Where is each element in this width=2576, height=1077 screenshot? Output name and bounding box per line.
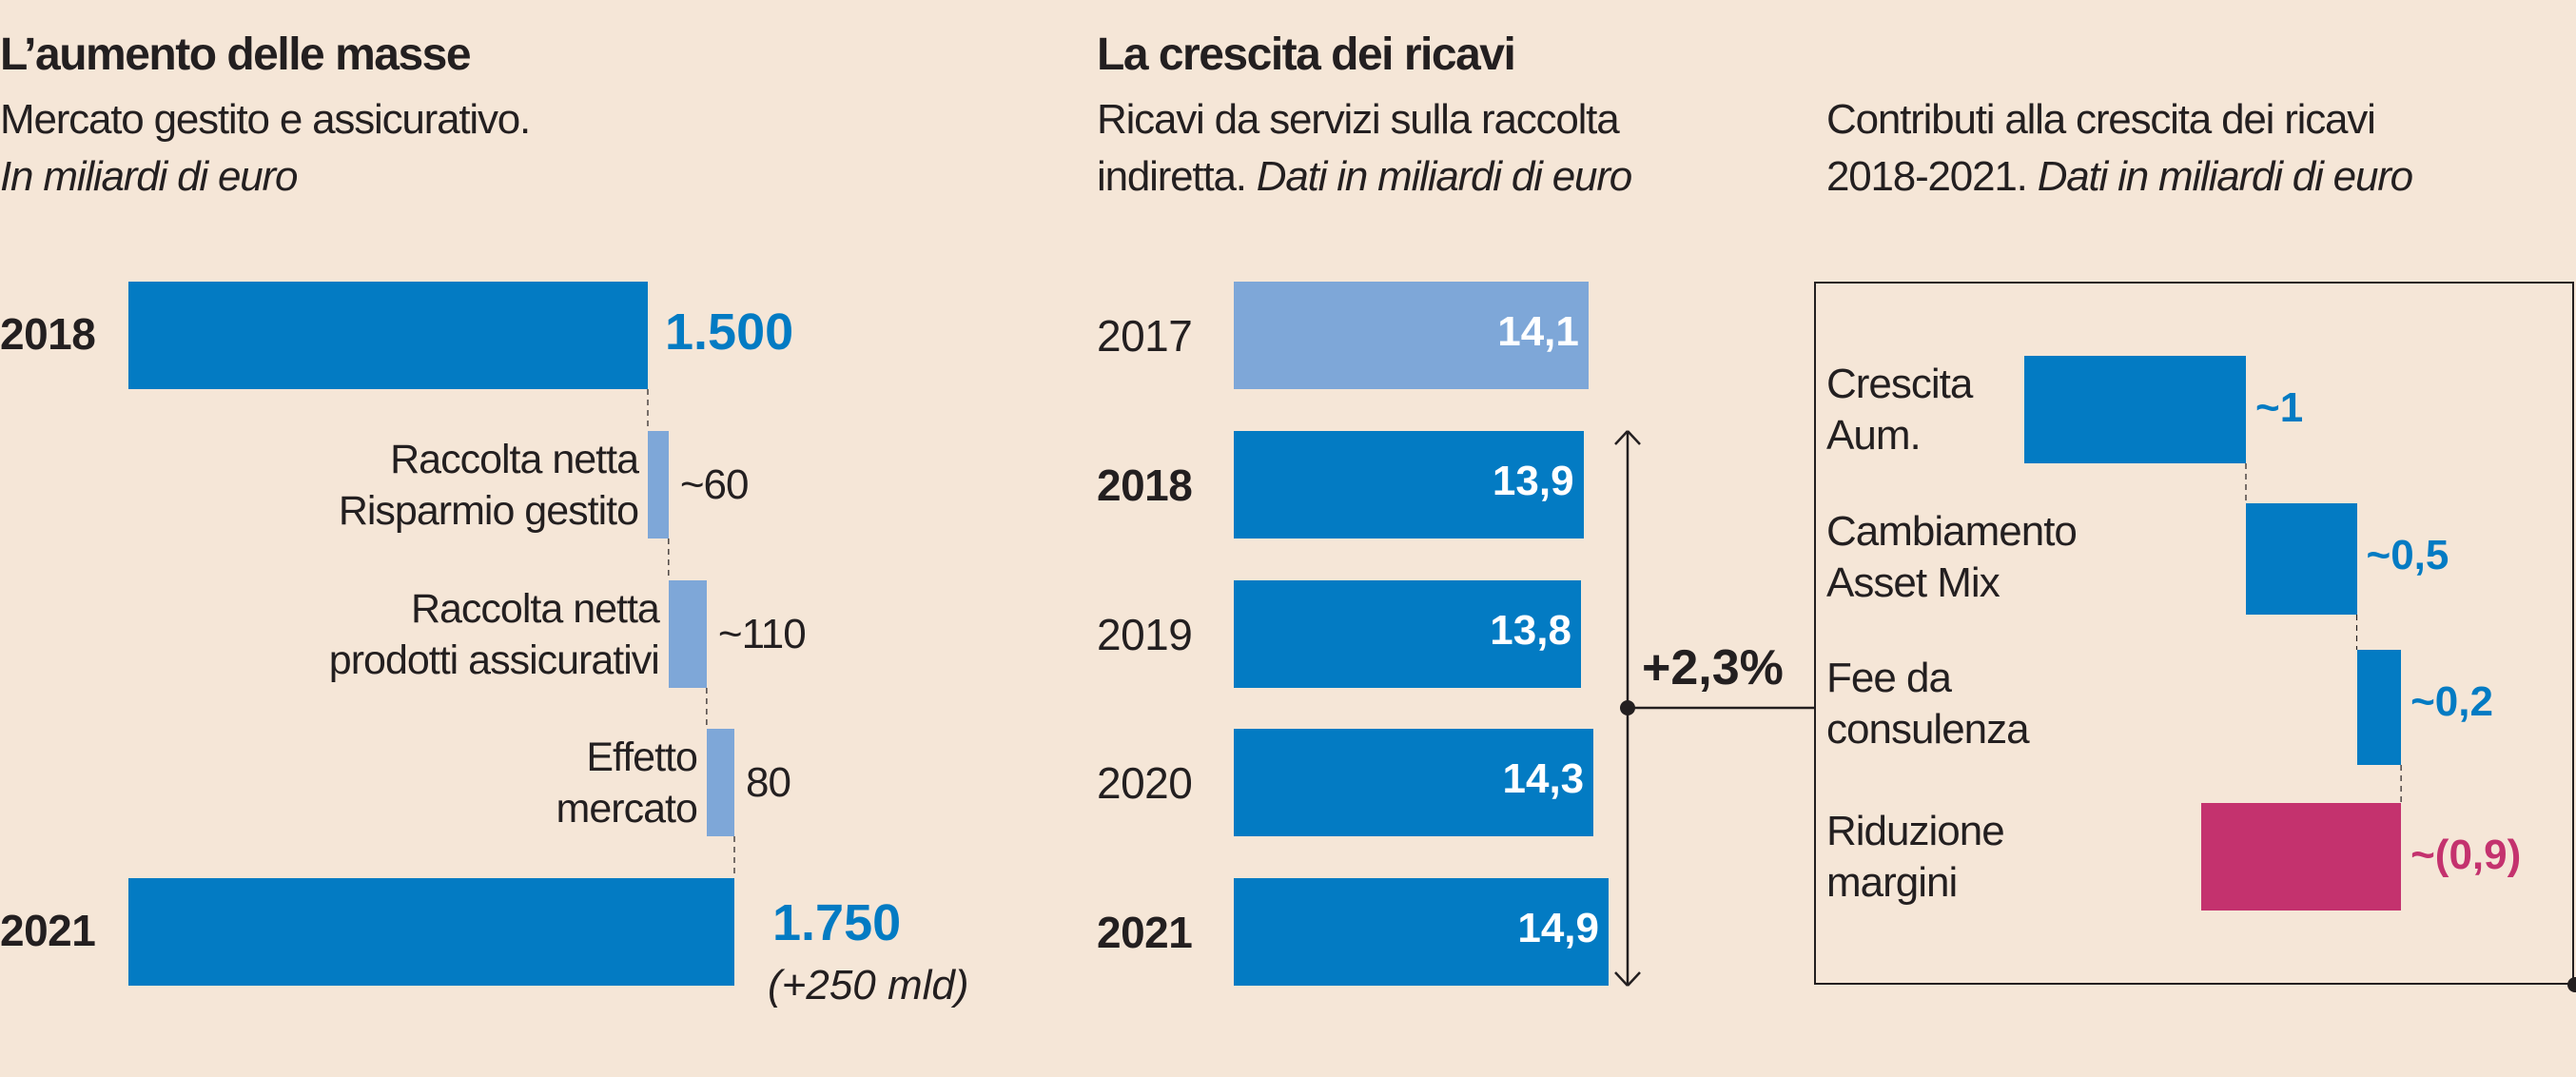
chart3-subtitle-line: 2018-2021. Dati in miliardi di euro	[1826, 148, 2413, 206]
waterfall-bar	[128, 282, 648, 389]
value-label: 14,9	[1517, 905, 1599, 951]
category-label: Raccolta netta prodotti assicurativi	[328, 583, 660, 686]
growth-annotation: +2,3%	[1642, 640, 1784, 695]
revenue-bar	[1234, 431, 1584, 538]
value-label: ~110	[717, 611, 807, 657]
arrow-down-icon	[1627, 971, 1641, 987]
contribution-bar	[2246, 503, 2357, 615]
chart2-title: La crescita dei ricavi	[1097, 29, 1516, 80]
year-label: 2018	[1097, 460, 1193, 510]
chart2-subtitle2: indiretta.	[1097, 153, 1247, 200]
category-label-line: Raccolta netta	[390, 437, 639, 482]
year-label: 2017	[1097, 311, 1193, 361]
value-label: 13,8	[1490, 607, 1571, 654]
year-label: 2020	[1097, 758, 1193, 808]
category-label-line: Crescita	[1826, 361, 1973, 407]
category-label: 2018	[0, 309, 96, 359]
revenue-bar	[1234, 878, 1609, 986]
value-note: (+250 mld)	[768, 962, 969, 1008]
value-label: 80	[746, 759, 791, 806]
value-label: ~1	[2255, 384, 2304, 431]
category-label-line: Raccolta netta	[410, 586, 660, 632]
revenue-bar	[1234, 580, 1581, 688]
category-label-line: consulenza	[1826, 706, 2030, 753]
year-label: 2019	[1097, 610, 1193, 659]
revenue-bar	[1234, 729, 1594, 836]
contribution-bar	[2356, 650, 2402, 765]
arrow-up-icon	[1627, 430, 1641, 445]
chart3-title: Contributi alla crescita dei ricavi	[1826, 96, 2376, 143]
category-label-line: Riduzione	[1826, 808, 2005, 854]
category-label-line: prodotti assicurativi	[328, 637, 660, 683]
chart1-title: L’aumento delle masse	[0, 29, 472, 80]
chart2-unit-note: Dati in miliardi di euro	[1256, 153, 1632, 200]
value-label: 1.500	[665, 304, 794, 361]
revenue-bar	[1234, 282, 1589, 389]
category-label: Raccolta netta Risparmio gestito	[338, 434, 639, 537]
waterfall-bar	[128, 878, 734, 986]
category-label: Fee da consulenza	[1826, 653, 2030, 755]
category-label: Riduzione margini	[1826, 806, 2005, 909]
chart3-unit-note: Dati in miliardi di euro	[2037, 153, 2413, 200]
category-label-line: Fee da	[1826, 655, 1952, 701]
category-label: Cambiamento Asset Mix	[1826, 506, 2078, 609]
value-label: ~0,2	[2410, 678, 2493, 725]
waterfall-bar	[706, 729, 734, 836]
chart2-subtitle-line2: indiretta. Dati in miliardi di euro	[1097, 148, 1632, 206]
chart3-subtitle: 2018-2021.	[1826, 153, 2028, 200]
category-label-line: Aum.	[1826, 412, 1922, 459]
chart1-unit-note: In miliardi di euro	[0, 153, 298, 200]
chart2-subtitle: Ricavi da servizi sulla raccolta	[1097, 96, 1620, 143]
year-label: 2021	[1097, 908, 1193, 957]
category-label-line: Asset Mix	[1826, 559, 2000, 606]
waterfall-bar	[648, 431, 669, 538]
arrow-down-icon	[1614, 971, 1629, 987]
value-label: 1.750	[772, 894, 902, 951]
arrow-up-icon	[1614, 430, 1629, 445]
category-label: Effetto mercato	[556, 732, 698, 834]
contribution-bar	[2024, 356, 2246, 463]
value-label: 14,3	[1502, 755, 1585, 802]
value-label: ~0,5	[2366, 532, 2449, 578]
category-label-line: mercato	[556, 786, 698, 832]
category-label-line: Effetto	[586, 734, 698, 780]
category-label: Crescita Aum.	[1826, 359, 1973, 461]
category-label-line: margini	[1826, 859, 1958, 906]
category-label: 2021	[0, 906, 96, 955]
waterfall-bar	[668, 580, 707, 688]
contributions-box	[1814, 282, 2574, 985]
value-label: ~60	[679, 461, 750, 508]
value-label: ~(0,9)	[2410, 832, 2522, 878]
value-label: 14,1	[1497, 308, 1579, 355]
category-label-line: Risparmio gestito	[338, 488, 639, 534]
corner-dot	[2567, 977, 2576, 992]
category-label-line: Cambiamento	[1826, 508, 2078, 555]
chart1-subtitle: Mercato gestito e assicurativo.	[0, 96, 531, 143]
contribution-bar	[2201, 803, 2402, 911]
value-label: 13,9	[1492, 458, 1574, 504]
